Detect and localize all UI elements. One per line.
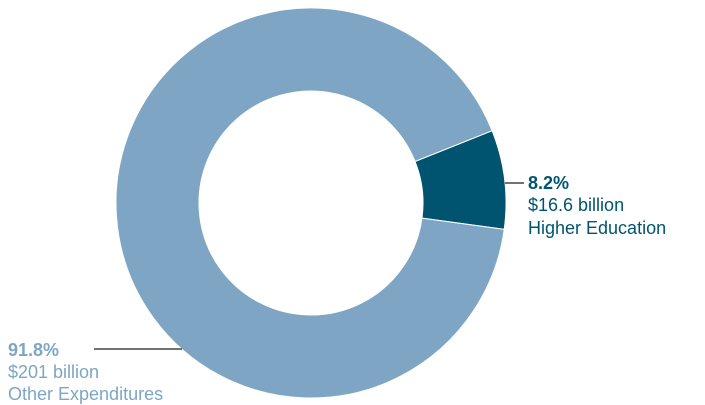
donut-slices — [115, 7, 507, 399]
label-other-expenditures-name: Other Expenditures — [8, 384, 163, 404]
label-higher-education-name: Higher Education — [528, 218, 666, 238]
label-other-expenditures-amount: $201 billion — [8, 362, 99, 382]
label-other-expenditures-percent: 91.8% — [8, 340, 59, 360]
label-higher-education-amount: $16.6 billion — [528, 195, 624, 215]
label-higher-education-percent: 8.2% — [528, 173, 569, 193]
slice-other-expenditures — [115, 7, 505, 399]
